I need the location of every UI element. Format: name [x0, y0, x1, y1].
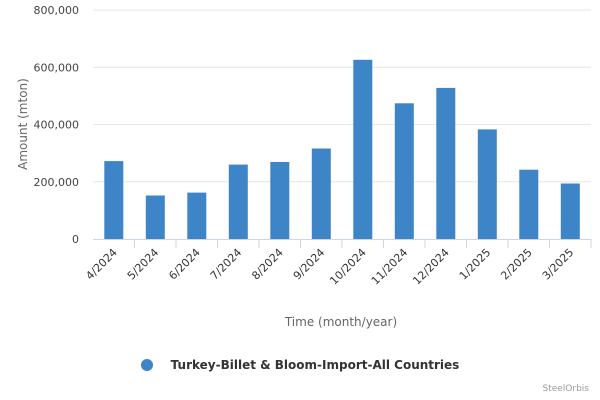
bar[interactable]: [311, 148, 331, 240]
bar[interactable]: [477, 129, 497, 239]
x-tick-label: 2/2025: [498, 246, 535, 283]
legend: Turkey-Billet & Bloom-Import-All Countri…: [0, 355, 600, 375]
x-tick-label: 11/2024: [369, 246, 411, 288]
x-tick-label: 12/2024: [410, 246, 452, 288]
y-tick-label: 200,000: [34, 176, 80, 189]
bar[interactable]: [519, 169, 539, 239]
x-axis-ticks: 4/2024 5/2024 6/2024 7/2024 8/2024 9/2024 10/2…: [83, 239, 592, 288]
bar[interactable]: [187, 192, 207, 239]
x-tick-label: 5/2024: [125, 246, 162, 283]
bar[interactable]: [104, 161, 124, 239]
bar[interactable]: [394, 103, 414, 239]
y-axis-ticks: 0 200,000 400,000 600,000 800,000: [34, 4, 80, 246]
x-tick-label: 3/2025: [540, 246, 577, 283]
x-tick-label: 9/2024: [291, 246, 328, 283]
bar[interactable]: [353, 59, 373, 239]
y-tick-label: 0: [72, 233, 79, 246]
gridlines: [93, 9, 591, 183]
legend-label: Turkey-Billet & Bloom-Import-All Countri…: [170, 358, 460, 372]
x-tick-label: 8/2024: [249, 246, 286, 283]
legend-marker-icon: [140, 359, 153, 371]
x-axis-title: Time (month/year): [284, 315, 397, 329]
legend-item[interactable]: Turkey-Billet & Bloom-Import-All Countri…: [140, 358, 460, 372]
bar[interactable]: [145, 195, 165, 240]
x-tick-label: 4/2024: [83, 246, 120, 283]
y-tick-label: 600,000: [34, 61, 80, 74]
bars: [104, 59, 580, 240]
y-tick-label: 400,000: [34, 119, 80, 132]
y-tick-label: 800,000: [34, 4, 80, 17]
bar[interactable]: [560, 183, 580, 240]
bar[interactable]: [270, 162, 290, 239]
x-tick-label: 1/2025: [457, 246, 494, 283]
bar[interactable]: [436, 87, 456, 240]
x-tick-label: 10/2024: [327, 246, 369, 288]
x-tick-label: 7/2024: [208, 246, 245, 283]
y-axis-title: Amount (mton): [16, 78, 30, 170]
credit-link[interactable]: SteelOrbis: [542, 384, 589, 394]
x-tick-label: 6/2024: [166, 246, 203, 283]
bar[interactable]: [228, 164, 248, 239]
